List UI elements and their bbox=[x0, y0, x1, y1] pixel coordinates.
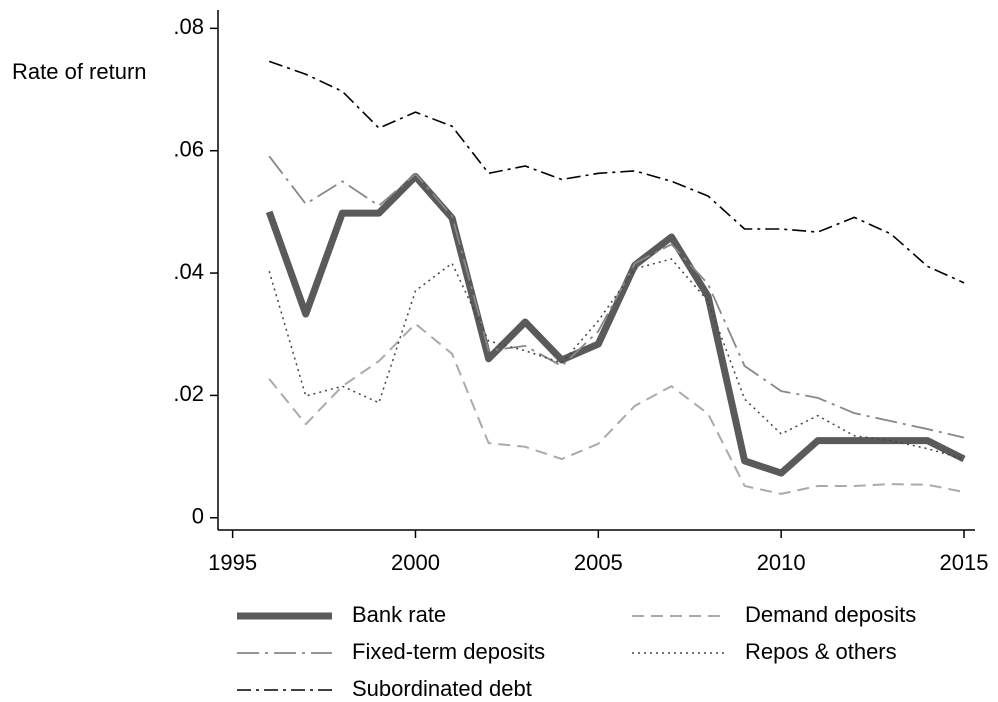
legend-label: Demand deposits bbox=[745, 602, 916, 627]
legend-label: Repos & others bbox=[745, 639, 897, 664]
x-tick-label: 2005 bbox=[574, 550, 623, 575]
x-tick-label: 2015 bbox=[940, 550, 989, 575]
x-tick-label: 1995 bbox=[208, 550, 257, 575]
series-line bbox=[268, 60, 965, 284]
series-line bbox=[265, 172, 966, 477]
legend-label: Fixed-term deposits bbox=[352, 639, 545, 664]
y-tick-label: .06 bbox=[173, 137, 204, 162]
series-line bbox=[268, 322, 965, 495]
legend-label: Bank rate bbox=[352, 602, 446, 627]
y-tick-label: .04 bbox=[173, 259, 204, 284]
x-tick-label: 2010 bbox=[757, 550, 806, 575]
y-tick-label: 0 bbox=[192, 504, 204, 529]
series-line bbox=[268, 258, 965, 460]
y-tick-label: .08 bbox=[173, 14, 204, 39]
series-line bbox=[268, 155, 965, 439]
y-axis-label: Rate of return bbox=[12, 59, 147, 84]
x-tick-label: 2000 bbox=[391, 550, 440, 575]
legend-label: Subordinated debt bbox=[352, 676, 532, 701]
y-tick-label: .02 bbox=[173, 381, 204, 406]
